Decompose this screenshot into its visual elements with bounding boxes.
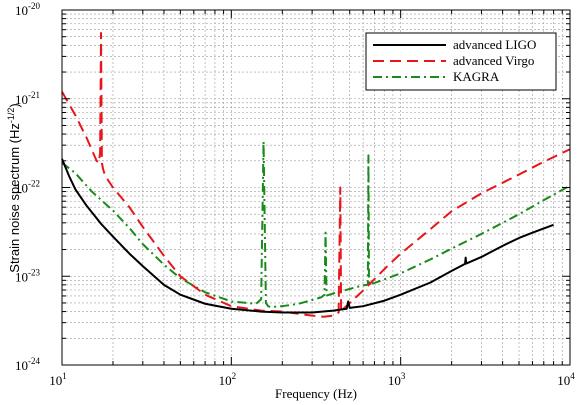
- y-axis-title-main: Strain noise spectrum (Hz: [7, 123, 22, 273]
- legend-label-kagra: KAGRA: [453, 69, 500, 84]
- y-axis-title-exponent: -1/2: [6, 108, 16, 124]
- y-axis-title-suffix: ): [7, 103, 22, 107]
- legend-box: [365, 32, 557, 91]
- x-tick-label: 102: [219, 371, 237, 388]
- legend: advanced LIGO advanced Virgo KAGRA: [365, 32, 557, 91]
- y-tick-labels: 10-24 10-23 10-22 10-21 10-20: [15, 1, 40, 373]
- x-tick-label: 101: [49, 371, 67, 388]
- y-tick-label: 10-24: [15, 356, 40, 373]
- series-layer: [61, 32, 571, 318]
- y-tick-label: 10-22: [15, 179, 40, 196]
- x-tick-label: 103: [388, 371, 406, 388]
- y-tick-label: 10-21: [15, 90, 40, 107]
- x-axis-title: Frequency (Hz): [275, 386, 357, 401]
- y-tick-label: 10-20: [15, 1, 40, 18]
- x-tick-labels: 101 102 103 104: [49, 371, 575, 388]
- y-tick-label: 10-23: [15, 267, 40, 284]
- y-axis-title: Strain noise spectrum (Hz-1/2): [6, 103, 22, 272]
- x-tick-label: 104: [557, 371, 575, 388]
- series-line-advanced-virgo: [61, 32, 571, 318]
- series-line-kagra: [61, 140, 571, 309]
- axis-ticks: [61, 10, 570, 366]
- series-line-advanced-ligo: [61, 158, 554, 314]
- legend-label-advanced-virgo: advanced Virgo: [453, 53, 534, 68]
- legend-label-advanced-ligo: advanced LIGO: [453, 37, 536, 52]
